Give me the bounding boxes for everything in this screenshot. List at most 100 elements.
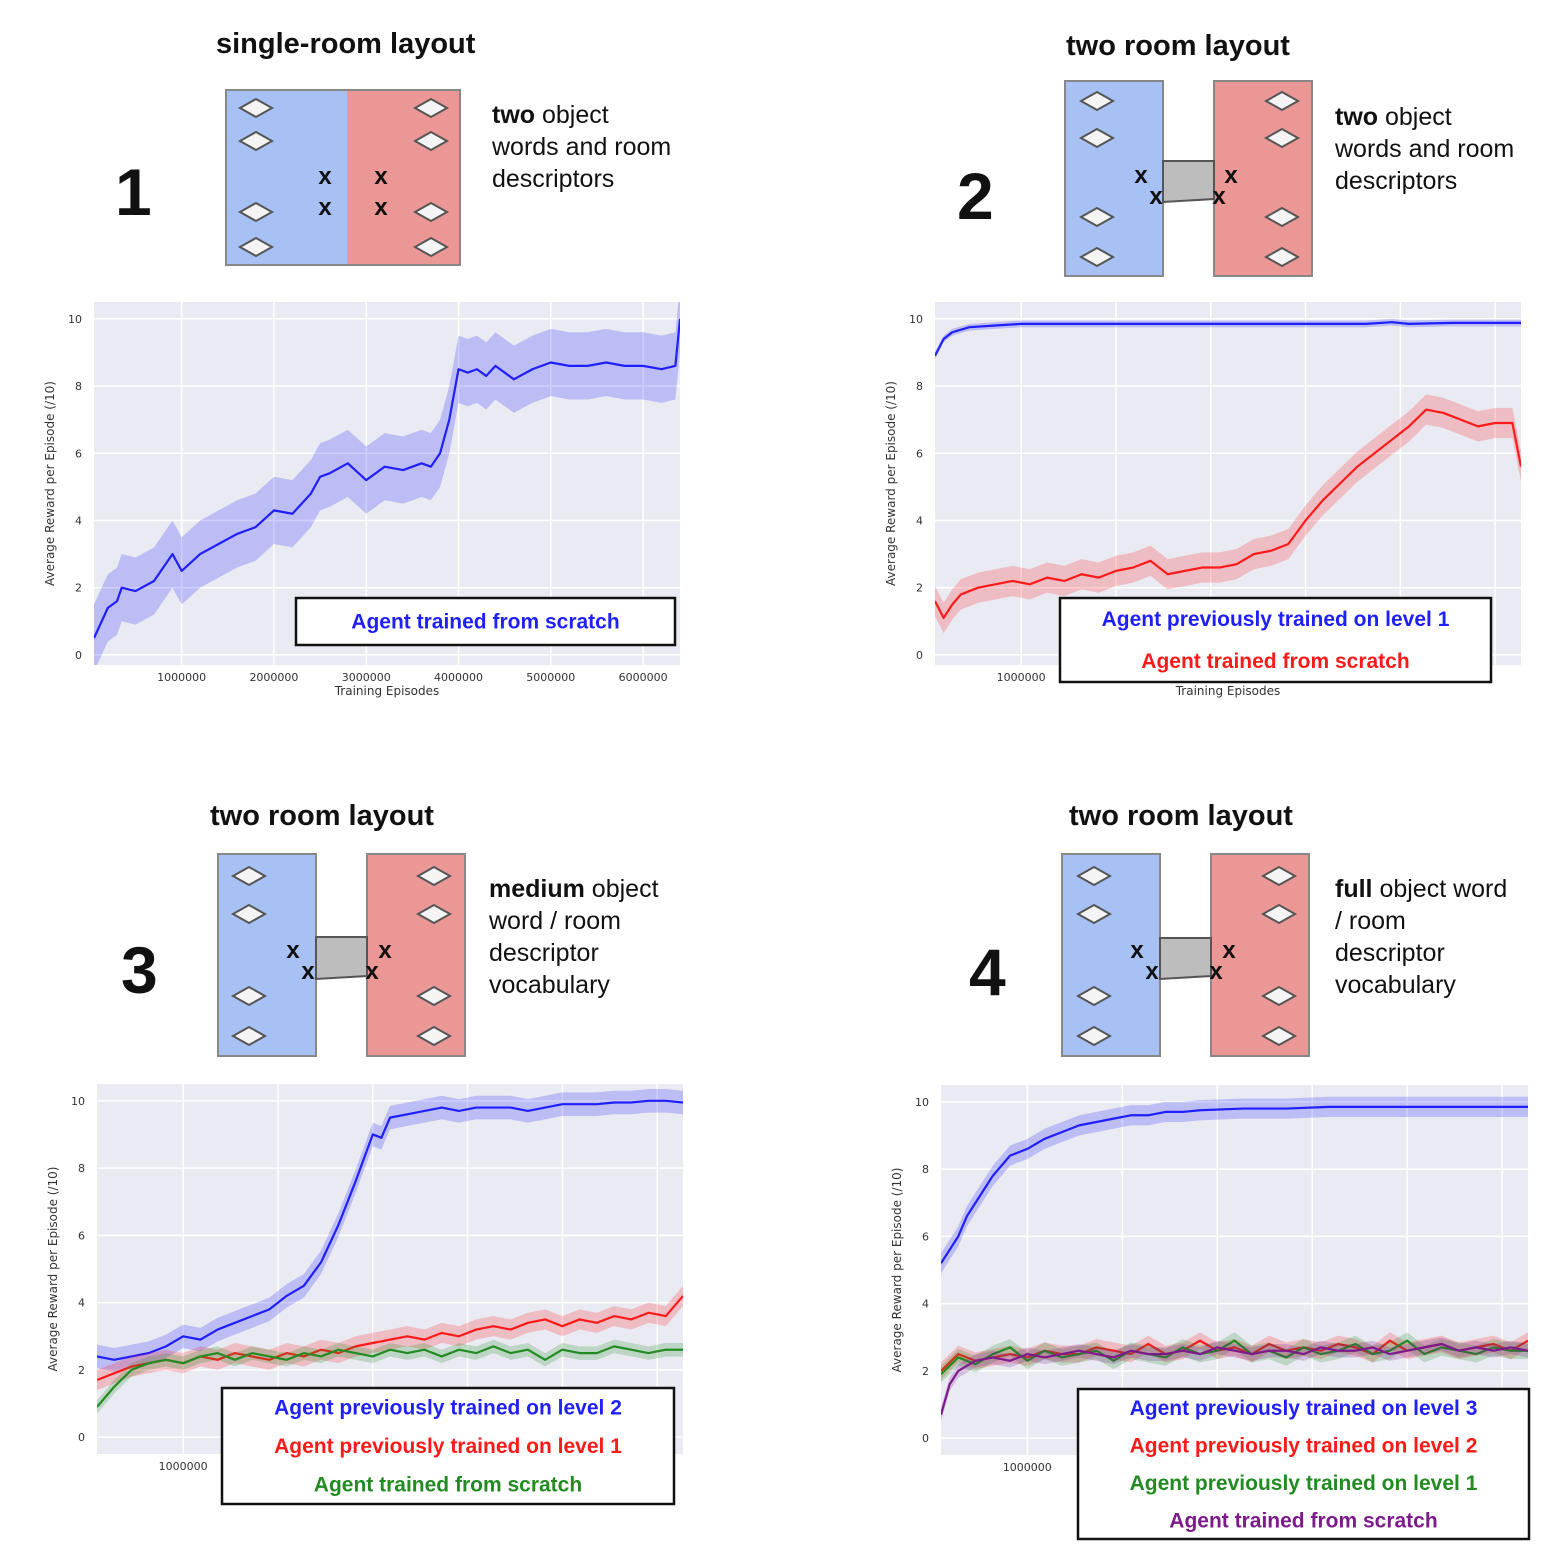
object-diamond-icon <box>1075 865 1113 887</box>
room-right <box>366 853 466 1057</box>
level-description: full object word / room descriptor vocab… <box>1335 873 1515 1001</box>
series-band <box>941 1332 1528 1380</box>
object-diamond-icon <box>1078 246 1116 268</box>
start-position-x-icon: x <box>1130 937 1144 964</box>
legend-entry: Agent previously trained on level 2 <box>1130 1434 1478 1457</box>
x-tick-label: 1000000 <box>1003 1461 1052 1474</box>
y-tick-label: 4 <box>78 1297 85 1310</box>
y-tick-label: 10 <box>915 1096 929 1109</box>
object-diamond-icon <box>415 1025 453 1047</box>
start-position-x-icon: x <box>1149 183 1163 210</box>
corridor <box>1159 937 1212 981</box>
object-diamond-icon <box>1263 206 1301 228</box>
y-tick-label: 4 <box>75 514 82 527</box>
object-diamond-icon <box>412 236 450 258</box>
corridor <box>1162 160 1215 204</box>
series-line <box>94 318 680 639</box>
legend-entry: Agent previously trained on level 2 <box>274 1396 622 1419</box>
object-diamond-icon <box>412 97 450 119</box>
x-axis-label: Training Episodes <box>334 684 440 698</box>
y-axis-label: Average Reward per Episode (/10) <box>890 1168 904 1373</box>
legend-box <box>1058 596 1493 684</box>
series-line <box>941 1339 1528 1376</box>
description-lead: full <box>1335 875 1373 903</box>
object-diamond-icon <box>230 903 268 925</box>
description-rest: object word / room descriptor vocabulary <box>489 875 659 999</box>
legend-entry: Agent previously trained on level 1 <box>274 1435 622 1458</box>
layout-title: single-room layout <box>216 28 476 60</box>
y-tick-label: 2 <box>78 1364 85 1377</box>
room-left <box>1061 853 1161 1057</box>
room-right <box>1213 80 1313 277</box>
layout-title: two room layout <box>210 800 434 832</box>
reward-chart: 0 2 4 6 8 10 1000000 2000000 3000000 4000000 50000… <box>43 302 680 698</box>
series-line <box>935 321 1521 357</box>
start-position-x-icon: x <box>374 194 388 221</box>
y-tick-label: 4 <box>916 514 923 527</box>
description-rest: object word / room descriptor vocabulary <box>1335 875 1508 999</box>
y-tick-label: 8 <box>75 380 82 393</box>
y-tick-label: 2 <box>916 582 923 595</box>
x-tick-label: 1000000 <box>997 671 1046 684</box>
object-diamond-icon <box>1078 127 1116 149</box>
level-number: 4 <box>969 935 1006 1009</box>
object-diamond-icon <box>1263 90 1301 112</box>
layout-title: two room layout <box>1066 30 1290 62</box>
room-left <box>217 853 317 1057</box>
object-diamond-icon <box>415 985 453 1007</box>
y-tick-label: 10 <box>909 313 923 326</box>
y-tick-label: 0 <box>916 649 923 662</box>
y-tick-label: 2 <box>75 582 82 595</box>
room-left <box>226 90 347 265</box>
description-lead: medium <box>489 875 585 903</box>
object-diamond-icon <box>1260 903 1298 925</box>
series-band <box>941 1096 1528 1274</box>
x-tick-label: 1000000 <box>157 671 206 684</box>
object-diamond-icon <box>237 130 275 152</box>
object-diamond-icon <box>1263 127 1301 149</box>
room-border <box>225 89 461 266</box>
object-diamond-icon <box>415 865 453 887</box>
start-position-x-icon: x <box>1212 183 1226 210</box>
start-position-x-icon: x <box>365 958 379 985</box>
series-band <box>94 302 680 665</box>
x-tick-label: 2000000 <box>249 671 298 684</box>
x-axis-label: Training Episodes <box>1175 684 1281 698</box>
start-position-x-icon: x <box>1134 162 1148 189</box>
level-description: two object words and room descriptors <box>492 99 672 195</box>
object-diamond-icon <box>1075 903 1113 925</box>
series-line <box>941 1342 1528 1415</box>
y-tick-label: 6 <box>916 447 923 460</box>
y-tick-label: 6 <box>78 1229 85 1242</box>
x-tick-label: 1000000 <box>159 1460 208 1473</box>
y-tick-label: 6 <box>922 1230 929 1243</box>
legend-entry: Agent previously trained on level 1 <box>1102 608 1450 631</box>
start-position-x-icon: x <box>1209 958 1223 985</box>
room-right <box>347 90 460 265</box>
object-diamond-icon <box>237 201 275 223</box>
object-diamond-icon <box>230 865 268 887</box>
legend-entry: Agent previously trained on level 3 <box>1130 1397 1478 1420</box>
object-diamond-icon <box>1260 865 1298 887</box>
layout-title: two room layout <box>1069 800 1293 832</box>
object-diamond-icon <box>415 903 453 925</box>
object-diamond-icon <box>237 236 275 258</box>
series-line <box>97 1099 683 1361</box>
x-tick-label: 5000000 <box>526 671 575 684</box>
start-position-x-icon: x <box>1224 162 1238 189</box>
reward-chart: 0 2 4 6 8 10 1000000 Average Reward per Episode… <box>890 1085 1531 1541</box>
start-position-x-icon: x <box>301 958 315 985</box>
object-diamond-icon <box>1078 206 1116 228</box>
object-diamond-icon <box>230 985 268 1007</box>
series-band <box>941 1337 1528 1422</box>
object-diamond-icon <box>1263 246 1301 268</box>
x-tick-label: 4000000 <box>434 671 483 684</box>
start-position-x-icon: x <box>286 937 300 964</box>
y-tick-label: 0 <box>78 1431 85 1444</box>
